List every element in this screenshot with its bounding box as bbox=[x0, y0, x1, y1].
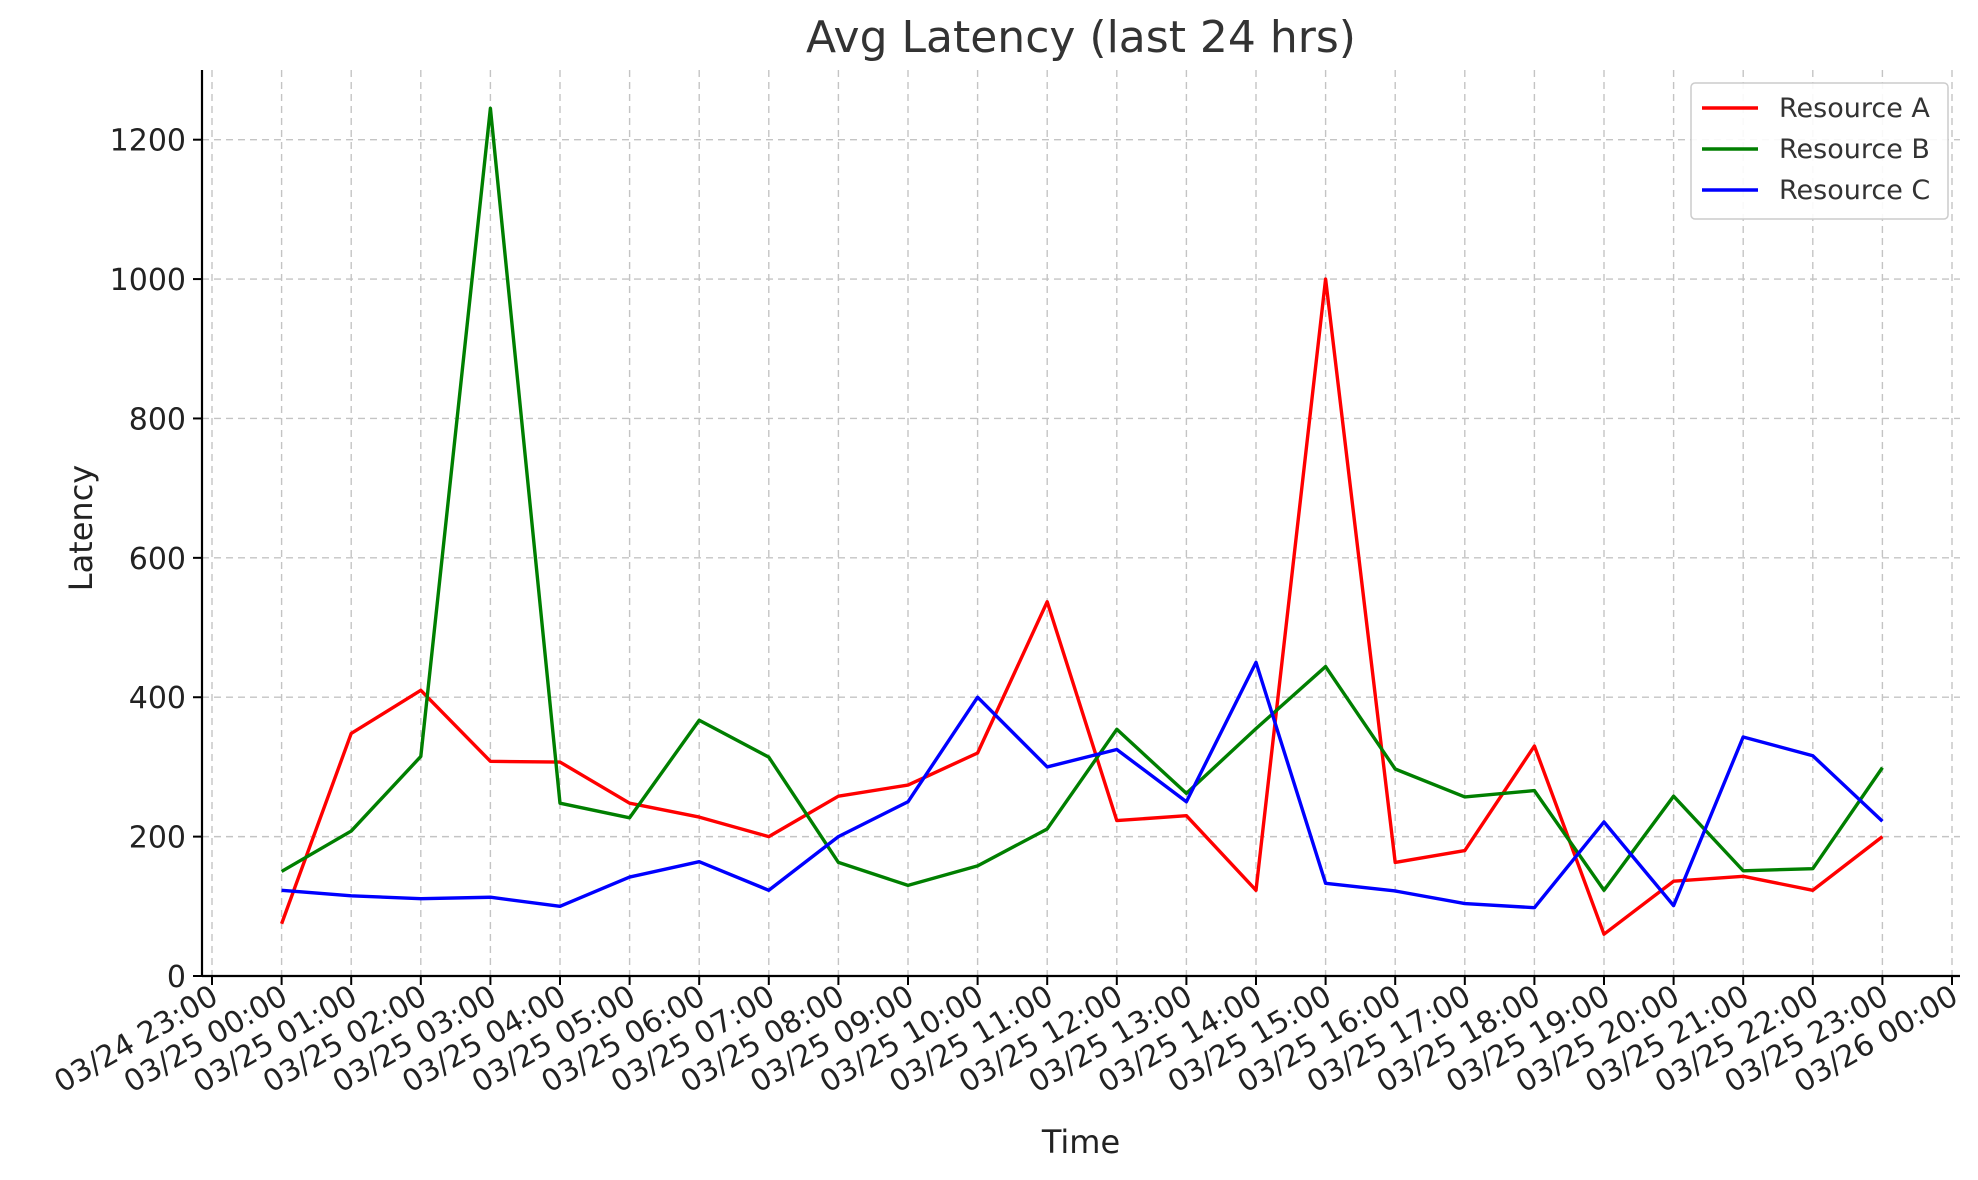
legend-box bbox=[1690, 82, 1949, 220]
y-tick-label: 200 bbox=[129, 821, 186, 856]
axes bbox=[193, 70, 1960, 985]
series-lines bbox=[280, 106, 1884, 936]
series-line-resource-c bbox=[281, 660, 1884, 910]
chart-title: Avg Latency (last 24 hrs) bbox=[806, 12, 1356, 63]
x-axis-label: Time bbox=[1041, 1123, 1120, 1161]
legend-label-resource-b: Resource B bbox=[1779, 134, 1930, 165]
legend-label-resource-c: Resource C bbox=[1779, 175, 1930, 206]
y-axis-label: Latency bbox=[62, 465, 100, 591]
y-tick-label: 400 bbox=[129, 681, 186, 716]
y-tick-label: 1200 bbox=[110, 124, 186, 159]
y-tick-label: 800 bbox=[129, 402, 186, 437]
series-line-resource-b bbox=[280, 106, 1884, 892]
legend-label-resource-a: Resource A bbox=[1779, 93, 1930, 124]
y-tick-label: 1000 bbox=[110, 263, 186, 298]
legend: Resource A Resource B Resource C bbox=[1690, 82, 1949, 220]
y-tick-label: 600 bbox=[129, 542, 186, 577]
y-tick-label: 0 bbox=[167, 960, 186, 995]
y-tick-labels: 0 200 400 600 800 1000 1200 bbox=[110, 124, 186, 995]
series-line-resource-a bbox=[280, 277, 1884, 936]
